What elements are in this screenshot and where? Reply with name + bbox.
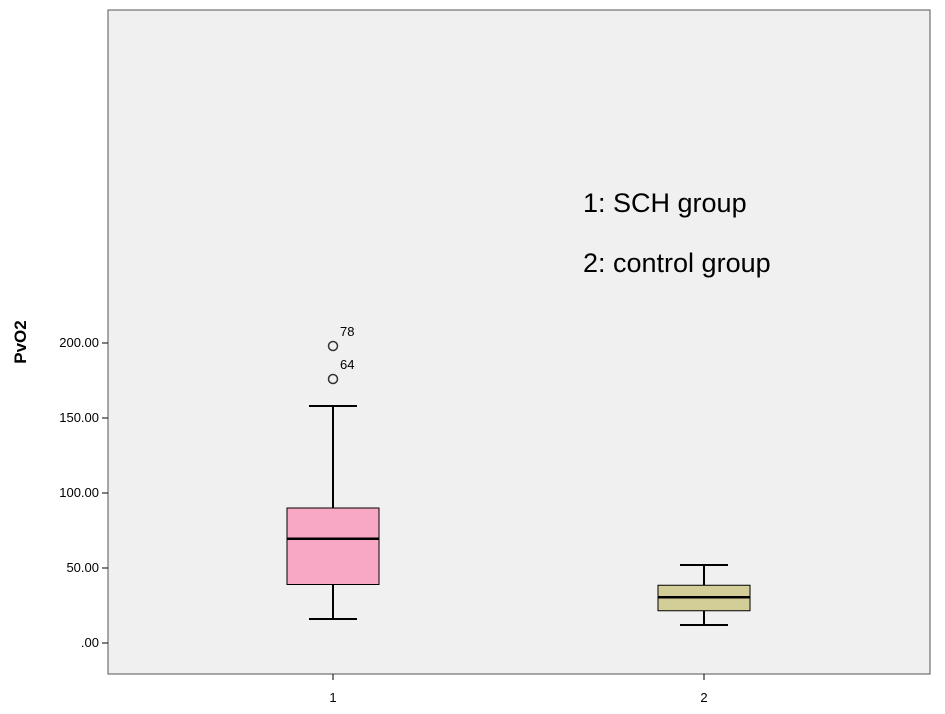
plot-area [107, 9, 931, 675]
y-tick-label: .00 [81, 635, 99, 650]
outlier-label: 78 [340, 324, 354, 339]
x-tick-label: 1 [329, 690, 336, 705]
annotation-control-group: 2: control group [583, 248, 771, 278]
y-tick-label: 50.00 [66, 560, 99, 575]
y-axis: .00 50.00 100.00 150.00 200.00 [59, 335, 108, 650]
y-tick-label: 100.00 [59, 485, 99, 500]
x-tick-label: 2 [700, 690, 707, 705]
y-tick-label: 150.00 [59, 410, 99, 425]
box [286, 507, 380, 585]
y-tick-label: 200.00 [59, 335, 99, 350]
y-axis-title: PvO2 [11, 320, 30, 363]
outlier-point [327, 340, 339, 352]
annotation-sch-group: 1: SCH group [583, 188, 747, 218]
boxes: 78 64 [286, 324, 751, 626]
outlier-point [327, 373, 339, 385]
outlier-label: 64 [340, 357, 354, 372]
